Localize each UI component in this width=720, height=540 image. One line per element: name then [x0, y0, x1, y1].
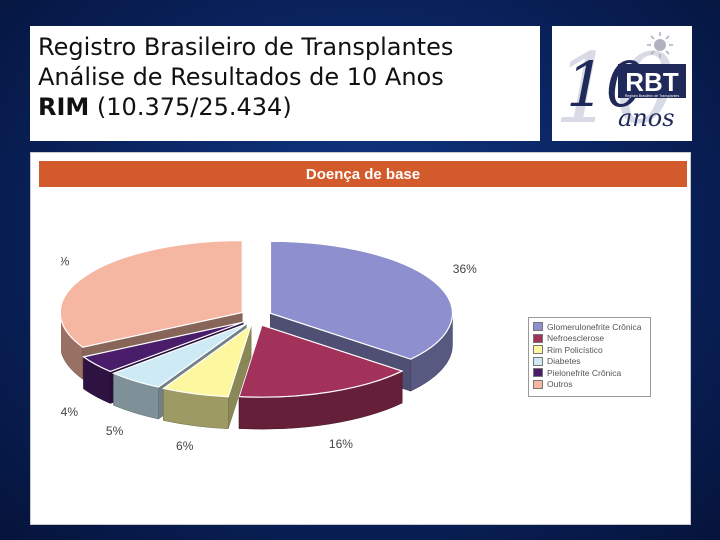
pct-label-3: 5%	[106, 424, 124, 438]
legend-label: Outros	[547, 379, 573, 390]
pie-slice-1	[238, 324, 404, 430]
rbt-badge	[618, 64, 686, 98]
rbt-badge-text: RBT	[625, 67, 679, 97]
legend-label: Rim Policístico	[547, 344, 603, 355]
logo-script-word: anos	[618, 104, 675, 132]
legend-item-3: Diabetes	[533, 356, 646, 368]
title-line-3: RIM (10.375/25.434)	[38, 92, 532, 122]
legend-swatch	[533, 345, 543, 355]
title-counts: (10.375/25.434)	[89, 93, 292, 121]
legend-swatch	[533, 322, 543, 332]
legend-label: Glomerulonefrite Crônica	[547, 321, 642, 332]
pie-slice-2	[161, 323, 253, 430]
legend-label: Nefroesclerose	[547, 333, 605, 344]
legend-item-4: Pielonefrite Crônica	[533, 367, 646, 379]
legend-item-5: Outros	[533, 379, 646, 391]
legend-item-2: Rim Policístico	[533, 344, 646, 356]
chart-title: Doença de base	[39, 161, 687, 187]
sun-icon	[647, 32, 673, 58]
legend-label: Diabetes	[547, 356, 581, 367]
pct-label-1: 16%	[329, 437, 353, 451]
pie-chart: 36% 16% 6% 5% 4% 33%	[61, 239, 477, 453]
legend-label: Pielonefrite Crônica	[547, 367, 622, 378]
rbt-logo-graphic: 10 10 RBT Registro Brasileiro de Transpl…	[554, 32, 686, 145]
rbt-subtext: Registro Brasileiro de Transplantes	[625, 94, 680, 98]
rbt-logo: 10 10 RBT Registro Brasileiro de Transpl…	[552, 26, 692, 145]
legend-swatch	[533, 333, 543, 343]
legend-swatch	[533, 368, 543, 378]
pct-label-0: 36%	[453, 262, 477, 276]
title-line-2: Análise de Resultados de 10 Anos	[38, 63, 444, 91]
pct-label-4: 4%	[61, 405, 78, 419]
legend-swatch	[533, 356, 543, 366]
legend-item-0: Glomerulonefrite Crônica	[533, 321, 646, 333]
pct-label-2: 6%	[176, 439, 194, 453]
legend-item-1: Nefroesclerose	[533, 333, 646, 345]
chart-panel: Doença de base 36% 16% 6% 5% 4% 33% Glomerulo…	[30, 152, 691, 525]
legend-swatch	[533, 379, 543, 389]
chart-legend: Glomerulonefrite Crônica Nefroesclerose Ri…	[528, 317, 651, 397]
title-organ: RIM	[38, 93, 90, 121]
slide-title-box: Registro Brasileiro de Transplantes Anál…	[30, 26, 540, 141]
title-line-1: Registro Brasileiro de Transplantes	[38, 33, 454, 61]
pct-label-5: 33%	[61, 254, 70, 268]
